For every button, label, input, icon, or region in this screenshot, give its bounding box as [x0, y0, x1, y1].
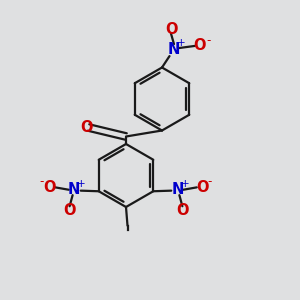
Text: O: O: [176, 203, 189, 218]
Text: O: O: [196, 180, 208, 195]
Text: N: N: [172, 182, 184, 197]
Text: -: -: [208, 176, 212, 188]
Text: -: -: [206, 34, 210, 47]
Text: O: O: [63, 203, 76, 218]
Text: N: N: [68, 182, 80, 197]
Text: +: +: [77, 179, 86, 189]
Text: +: +: [177, 38, 186, 49]
Text: O: O: [44, 180, 56, 195]
Text: N: N: [168, 42, 180, 57]
Text: -: -: [40, 176, 44, 188]
Text: O: O: [194, 38, 206, 53]
Text: +: +: [181, 179, 190, 189]
Text: O: O: [80, 120, 93, 135]
Text: O: O: [165, 22, 177, 37]
